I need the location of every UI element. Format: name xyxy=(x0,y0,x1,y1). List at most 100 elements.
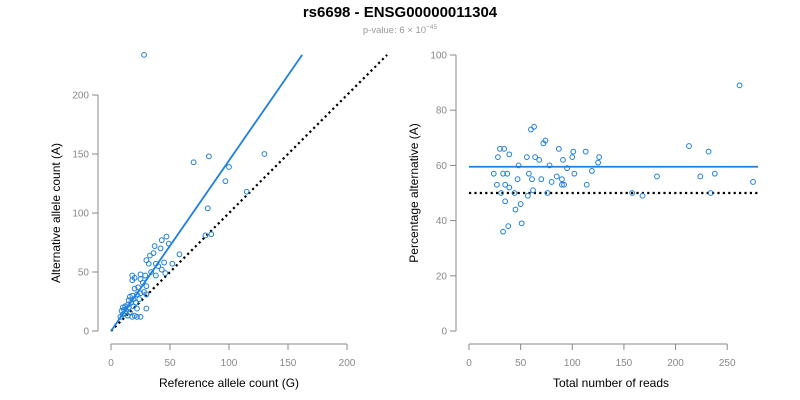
panel2-y-tick-label: 0 xyxy=(441,327,447,338)
panel2-data-point xyxy=(564,165,571,172)
panel1-data-point xyxy=(226,164,232,170)
panel1-data-point xyxy=(152,272,159,279)
panel2-data-point xyxy=(504,170,511,177)
panel1-y-tick-label: 150 xyxy=(72,150,89,161)
panel1-data-point xyxy=(137,271,144,278)
panel2-data-point xyxy=(500,228,506,235)
panel1-data-point xyxy=(129,277,136,284)
panel2-data-point xyxy=(525,170,532,177)
panel2-x-tick-label: 250 xyxy=(719,358,736,369)
panel2-y-tick-label: 60 xyxy=(436,161,448,172)
panel2-data-point xyxy=(629,190,636,196)
panel2-data-point xyxy=(517,201,524,207)
panel1-x-tick-label: 100 xyxy=(221,358,238,369)
panel1-data-point xyxy=(202,232,209,239)
panel1-data-point xyxy=(147,252,153,259)
panel2-data-point xyxy=(582,148,589,155)
panel2-x-tick-label: 200 xyxy=(667,358,684,369)
subtitle-exponent: −45 xyxy=(426,24,438,31)
panel1-data-point xyxy=(222,178,229,185)
panel2-data-point xyxy=(559,181,565,188)
panel1-data-point xyxy=(143,291,150,298)
panel2-data-point xyxy=(506,184,513,191)
panel2-data-point xyxy=(697,173,704,180)
panel1-data-point xyxy=(176,251,183,258)
panel2-data-point xyxy=(500,170,506,177)
chart-subtitle: p-value: 6 × 10−45 xyxy=(0,24,800,36)
panel2-data-point xyxy=(502,181,509,188)
panel2-data-point xyxy=(498,190,504,196)
panel1-data-point xyxy=(261,151,268,157)
chart-title: rs6698 - ENSG00000011304 xyxy=(302,4,498,21)
panel1-data-point xyxy=(161,259,168,266)
panel2-data-point xyxy=(750,179,756,185)
panel1-x-axis-label: Reference allele count (G) xyxy=(159,376,299,390)
panel1-data-point xyxy=(165,240,172,247)
panel2-data-point xyxy=(654,173,660,180)
panel2-data-point xyxy=(596,154,603,161)
panel1-data-point xyxy=(131,312,138,319)
panel2-y-tick-label: 80 xyxy=(436,106,448,117)
panel2-data-point xyxy=(536,156,543,163)
panel2-x-axis-label: Total number of reads xyxy=(553,376,669,390)
panel1-data-point xyxy=(190,159,197,166)
panel1-data-point xyxy=(131,285,138,292)
panel2-data-point xyxy=(529,176,535,183)
panel1-data-point xyxy=(162,270,169,277)
panel2-data-point xyxy=(538,176,545,183)
panel1-data-point xyxy=(158,237,165,244)
panel1-data-point xyxy=(117,313,124,320)
panel1-x-tick-label: 150 xyxy=(280,358,297,369)
panel2-data-point xyxy=(595,159,601,166)
panel2-data-point xyxy=(542,137,549,144)
panel2-y-tick-label: 40 xyxy=(436,216,448,227)
panel2-data-point xyxy=(736,82,743,89)
panel1-y-tick-label: 200 xyxy=(72,91,89,102)
panel1-data-point xyxy=(142,272,149,279)
panel2-data-point xyxy=(518,220,525,227)
panel1-data-point xyxy=(169,260,176,267)
panel1-data-point xyxy=(145,260,152,267)
panel1-data-point xyxy=(137,290,144,297)
panel2-data-point xyxy=(570,148,577,155)
panel1-data-point xyxy=(143,305,150,312)
panel2-data-point xyxy=(559,176,565,183)
panel2-data-point xyxy=(511,190,518,196)
panel2-x-tick-label: 50 xyxy=(515,358,527,369)
panel1-data-point xyxy=(139,279,146,286)
subtitle-text: p-value: 6 × 10 xyxy=(362,25,427,37)
panel1-data-point xyxy=(208,231,215,238)
panel2-y-tick-label: 20 xyxy=(436,271,448,282)
panel1-x-tick-label: 200 xyxy=(339,358,356,369)
panel1-data-point xyxy=(151,243,158,249)
panel2-data-point xyxy=(531,123,537,130)
panel1-x-tick-label: 0 xyxy=(108,358,114,369)
panel1-y-tick-label: 100 xyxy=(72,209,89,220)
panel1-data-point xyxy=(136,296,143,303)
panel1-y-axis-label: Alternative allele count (A) xyxy=(49,143,63,283)
panel1-data-point xyxy=(143,283,150,290)
panel2-data-point xyxy=(639,192,646,199)
panel1-y-tick-label: 50 xyxy=(78,268,90,279)
panel2-data-point xyxy=(515,162,522,169)
panel1-data-point xyxy=(135,284,142,291)
panel2-data-point xyxy=(711,170,718,177)
panel1-data-point xyxy=(141,51,147,58)
panel2-data-point xyxy=(523,154,530,161)
panel2-data-point xyxy=(571,170,578,177)
panel1-data-point xyxy=(155,263,162,270)
panel1-data-point xyxy=(157,245,164,252)
panel2-data-point xyxy=(553,173,560,180)
panel2-data-point xyxy=(588,168,595,174)
panel1-data-point xyxy=(158,266,165,273)
panel2-y-axis-label: Percentage alternative (A) xyxy=(407,123,421,262)
panel1-data-point xyxy=(163,233,170,240)
panel2-data-point xyxy=(544,190,551,196)
panel2-x-tick-label: 100 xyxy=(564,358,581,369)
panel2-data-point xyxy=(502,198,509,205)
panel2-data-point xyxy=(560,156,566,163)
panel2-data-point xyxy=(495,154,501,161)
panel1-data-point xyxy=(204,205,211,212)
panel2-data-point xyxy=(705,148,712,155)
